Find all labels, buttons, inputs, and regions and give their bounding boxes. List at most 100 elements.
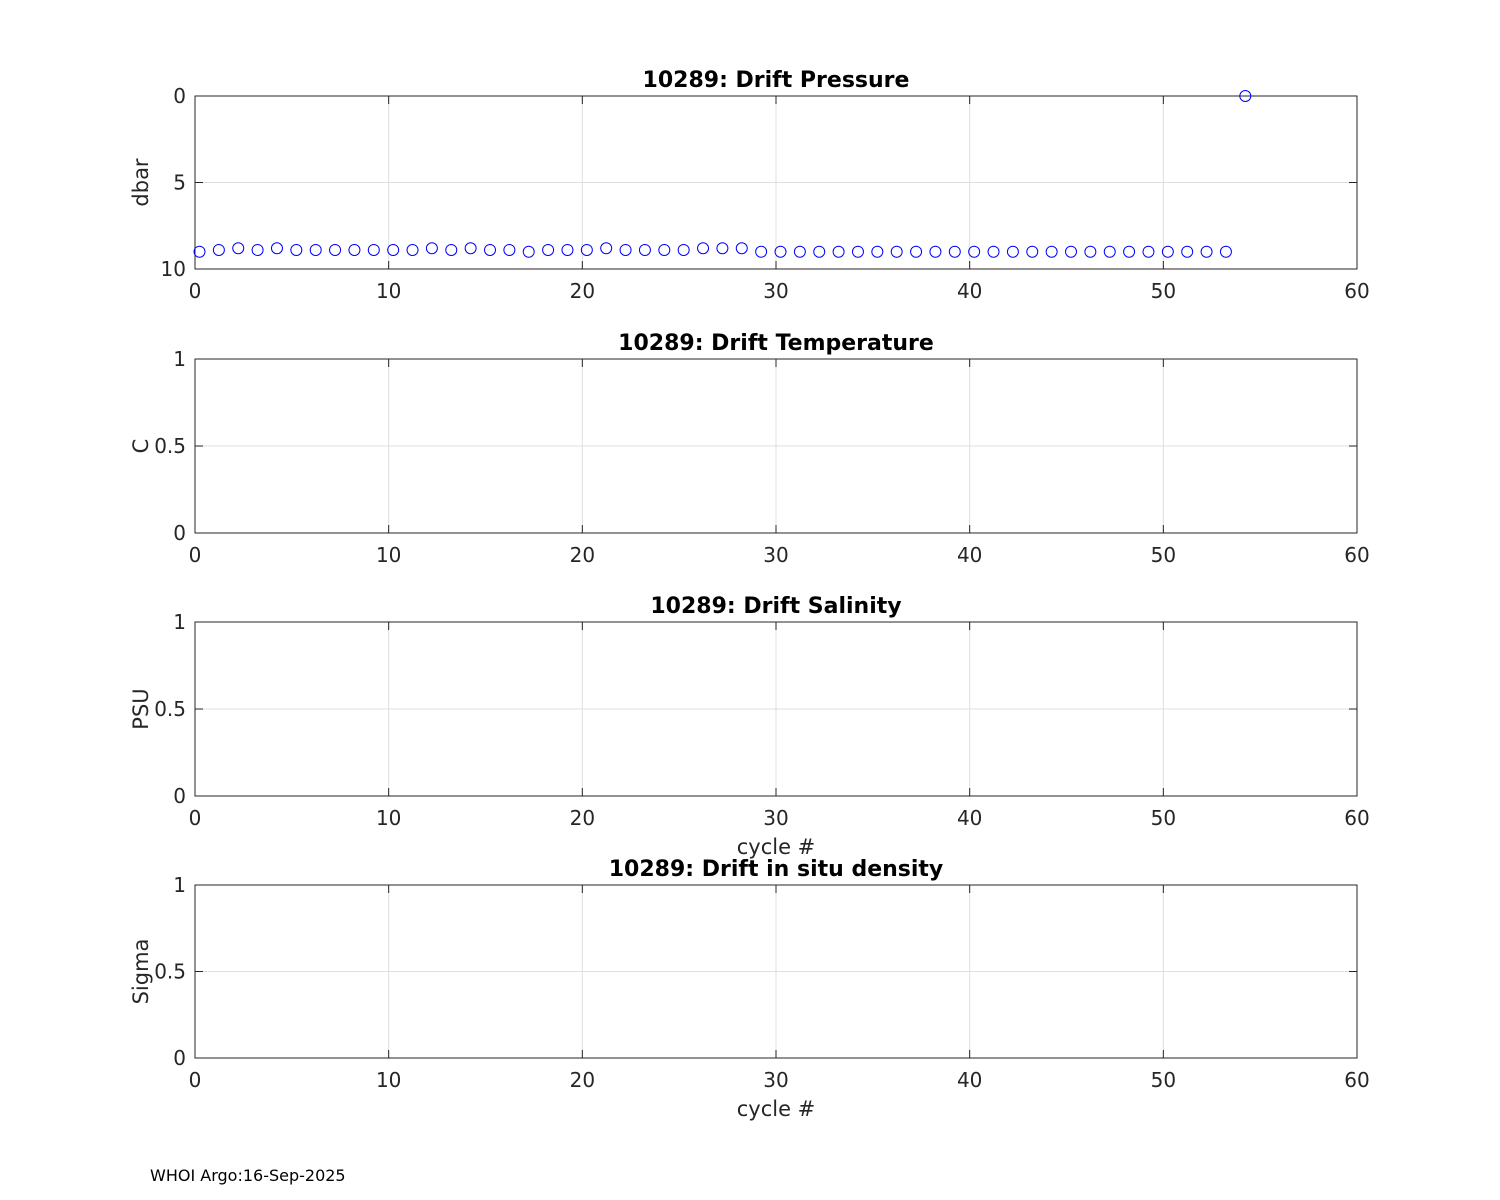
data-point: [813, 245, 826, 258]
y-tick-label: 0: [173, 84, 186, 108]
data-point: [425, 242, 438, 255]
chart-title: 10289: Drift Salinity: [650, 594, 901, 619]
data-point: [406, 243, 419, 256]
data-point: [1026, 245, 1039, 258]
data-point: [251, 243, 264, 256]
data-point: [929, 245, 942, 258]
chart-panel-4: 0 10 20 30 40 50 60 0 0.5 1 10289: Drift in situ d…: [129, 857, 1370, 1121]
x-tick-label: 20: [570, 543, 595, 567]
y-axis-label: PSU: [129, 688, 153, 729]
x-tick-label: 40: [957, 1068, 982, 1092]
x-tick-label: 60: [1344, 1068, 1369, 1092]
data-point: [212, 243, 225, 256]
data-point: [270, 242, 283, 255]
x-tick-label: 50: [1151, 1068, 1176, 1092]
data-point: [697, 242, 710, 255]
data-point: [716, 242, 729, 255]
x-tick-label: 60: [1344, 279, 1369, 303]
y-tick-label: 0: [173, 784, 186, 808]
y-tick-label: 5: [173, 171, 186, 195]
x-tick-label: 10: [376, 1068, 401, 1092]
data-point: [1142, 245, 1155, 258]
data-point: [1161, 245, 1174, 258]
data-point: [1065, 245, 1077, 258]
data-point: [1045, 245, 1058, 258]
data-point: [948, 245, 961, 258]
x-axis-label: cycle #: [737, 835, 816, 859]
y-tick-label: 0: [173, 1046, 186, 1070]
data-point: [193, 245, 206, 258]
data-point: [232, 242, 245, 255]
data-point: [910, 245, 923, 258]
x-tick-label: 30: [763, 279, 788, 303]
chart-title: 10289: Drift Temperature: [618, 331, 934, 356]
chart-title: 10289: Drift Pressure: [643, 68, 910, 93]
data-point: [1200, 245, 1213, 258]
data-point: [793, 245, 806, 258]
x-tick-label: 50: [1151, 806, 1176, 830]
x-axis-label: cycle #: [737, 1097, 816, 1121]
x-tick-label: 60: [1344, 543, 1369, 567]
data-point: [1219, 245, 1232, 258]
data-point: [580, 243, 593, 256]
data-point: [677, 243, 690, 256]
data-point: [832, 245, 845, 258]
data-point: [484, 243, 496, 256]
chart-panel-3: 0 10 20 30 40 50 60 0 0.5 1 10289: Drift Salinity P…: [129, 594, 1370, 859]
y-tick-label: 1: [173, 347, 186, 371]
data-point: [755, 245, 768, 258]
y-tick-label: 1: [173, 610, 186, 634]
data-point: [561, 243, 574, 256]
data-point: [348, 243, 361, 256]
data-point: [658, 243, 671, 256]
data-point: [309, 243, 322, 256]
x-tick-label: 0: [189, 806, 202, 830]
x-tick-label: 50: [1151, 279, 1176, 303]
x-tick-label: 40: [957, 279, 982, 303]
data-point: [851, 245, 864, 258]
data-point: [987, 245, 1000, 258]
data-point: [542, 243, 555, 256]
x-tick-label: 40: [957, 543, 982, 567]
y-axis-label: dbar: [129, 158, 153, 207]
data-point: [1123, 245, 1136, 258]
data-point: [890, 245, 903, 258]
x-tick-label: 10: [376, 279, 401, 303]
x-tick-label: 20: [570, 806, 595, 830]
data-point: [503, 243, 516, 256]
x-tick-label: 60: [1344, 806, 1369, 830]
x-tick-label: 30: [763, 1068, 788, 1092]
data-point: [329, 243, 342, 256]
data-point: [464, 242, 477, 255]
y-tick-label: 0.5: [154, 960, 186, 984]
y-tick-label: 1: [173, 873, 186, 897]
data-point: [1239, 90, 1252, 102]
x-tick-label: 10: [376, 543, 401, 567]
y-axis-label: Sigma: [129, 939, 153, 1005]
data-point: [1181, 245, 1194, 258]
y-axis-label: C: [129, 439, 153, 454]
data-point: [1103, 245, 1116, 258]
data-point: [367, 243, 380, 256]
x-tick-label: 10: [376, 806, 401, 830]
data-point: [638, 243, 651, 256]
data-point: [600, 242, 613, 255]
x-tick-label: 30: [763, 543, 788, 567]
x-tick-label: 0: [189, 1068, 202, 1092]
data-point: [290, 243, 303, 256]
x-tick-label: 20: [570, 279, 595, 303]
data-point: [968, 245, 981, 258]
y-tick-label: 0.5: [154, 697, 186, 721]
x-tick-label: 50: [1151, 543, 1176, 567]
y-tick-label: 0: [173, 521, 186, 545]
x-tick-label: 0: [189, 279, 202, 303]
footer-label: WHOI Argo:16-Sep-2025: [150, 1166, 346, 1185]
data-point: [619, 243, 632, 256]
data-point: [522, 245, 535, 258]
y-tick-label: 10: [161, 257, 186, 281]
data-point: [735, 242, 748, 255]
data-point: [387, 243, 400, 256]
data-point: [445, 243, 458, 256]
